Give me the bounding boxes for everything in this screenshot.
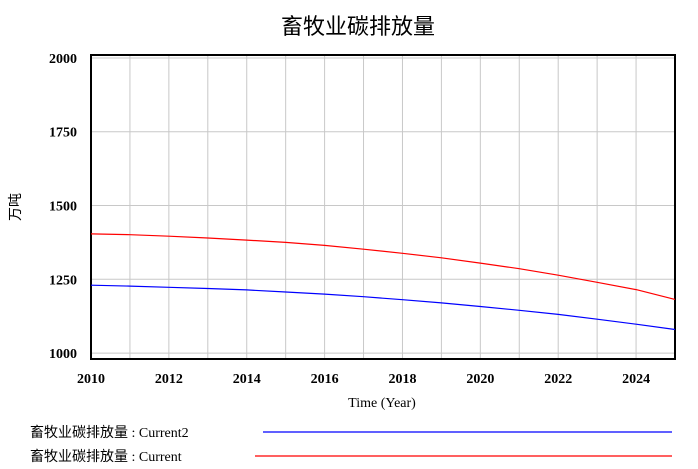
legend: 畜牧业碳排放量 : Current2 畜牧业碳排放量 : Current [30, 425, 672, 465]
x-tick-label: 2020 [466, 372, 494, 387]
x-tick-label: 2016 [311, 372, 339, 387]
grid [91, 55, 675, 359]
y-tick-label: 1500 [49, 200, 77, 215]
y-axis-ticks: 1000 1250 1500 1750 2000 [49, 52, 77, 362]
x-tick-label: 2022 [544, 372, 572, 387]
x-tick-label: 2018 [388, 372, 416, 387]
y-tick-label: 1750 [49, 126, 77, 141]
x-tick-label: 2010 [77, 372, 105, 387]
x-tick-label: 2012 [155, 372, 183, 387]
x-axis-ticks: 2010 2012 2014 2016 2018 2020 2022 2024 [77, 372, 650, 387]
x-axis-label: Time (Year) [348, 396, 416, 411]
y-tick-label: 2000 [49, 52, 77, 67]
series-line-0 [91, 285, 675, 329]
x-tick-label: 2024 [622, 372, 650, 387]
chart-title: 畜牧业碳排放量 [281, 15, 435, 40]
series-line-1 [91, 234, 675, 300]
y-tick-label: 1250 [49, 273, 77, 288]
legend-entry-label: 畜牧业碳排放量 : Current [30, 449, 182, 465]
plot-area-frame [91, 55, 675, 359]
series-lines [91, 234, 675, 330]
legend-entry-label: 畜牧业碳排放量 : Current2 [30, 425, 189, 441]
x-tick-label: 2014 [233, 372, 261, 387]
y-axis-label: 万吨 [8, 193, 24, 221]
y-tick-label: 1000 [49, 347, 77, 362]
